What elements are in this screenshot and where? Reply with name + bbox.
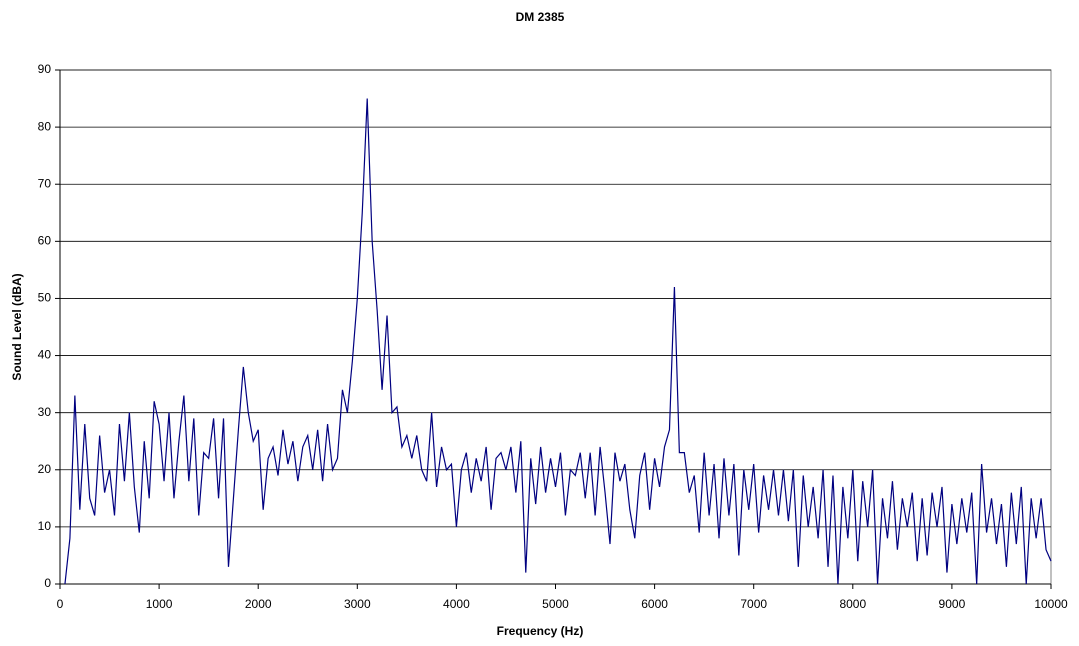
x-tick-label: 4000 [443, 597, 470, 611]
x-tick-label: 5000 [542, 597, 569, 611]
y-tick-label: 0 [44, 576, 51, 590]
y-tick-label: 90 [38, 62, 52, 76]
data-line [64, 98, 1052, 585]
x-tick-label: 0 [57, 597, 64, 611]
x-tick-label: 9000 [939, 597, 966, 611]
y-tick-label: 70 [38, 176, 52, 190]
x-tick-label: 10000 [1034, 597, 1068, 611]
x-axis-label: Frequency (Hz) [497, 624, 584, 638]
y-axis-label: Sound Level (dBA) [10, 273, 24, 380]
x-tick-label: 2000 [245, 597, 272, 611]
y-tick-label: 80 [38, 119, 52, 133]
x-tick-label: 3000 [344, 597, 371, 611]
x-tick-label: 1000 [146, 597, 173, 611]
y-tick-label: 20 [38, 462, 52, 476]
x-tick-label: 7000 [740, 597, 767, 611]
y-tick-label: 10 [38, 519, 52, 533]
y-tick-label: 30 [38, 405, 52, 419]
chart-title: DM 2385 [516, 10, 565, 24]
y-tick-label: 40 [38, 348, 52, 362]
plot-area [59, 69, 1052, 585]
x-tick-label: 8000 [839, 597, 866, 611]
y-tick-label: 60 [38, 234, 52, 248]
x-tick-label: 6000 [641, 597, 668, 611]
y-tick-label: 50 [38, 291, 52, 305]
